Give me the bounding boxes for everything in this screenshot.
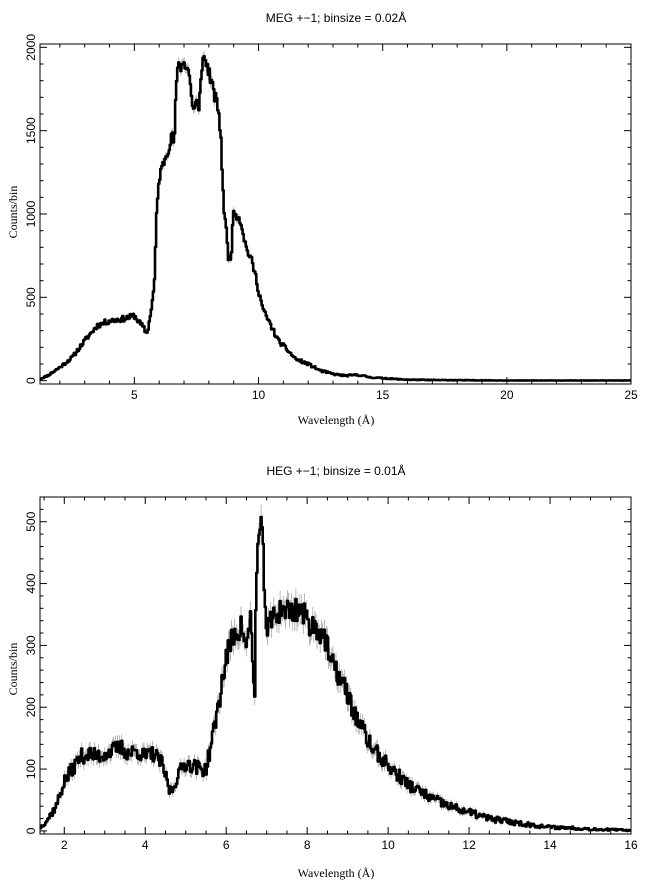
heg-y-tick-label: 200 [24, 697, 38, 717]
heg-x-tick-label: 4 [142, 838, 149, 852]
meg-x-tick-label: 25 [624, 388, 638, 402]
meg-x-axis-label: Wavelength (Å) [298, 413, 375, 427]
heg-x-tick-label: 2 [61, 838, 68, 852]
heg-x-tick-label: 6 [223, 838, 230, 852]
meg-x-tick-label: 10 [252, 388, 266, 402]
heg-x-axis-label: Wavelength (Å) [298, 866, 375, 880]
meg-panel: MEG +−1; binsize = 0.02Å 5 10 15 20 25 0 500 10… [6, 10, 638, 427]
heg-x-tick-label: 12 [462, 838, 476, 852]
meg-x-tick-label: 5 [131, 388, 138, 402]
meg-error-bars [40, 51, 631, 381]
heg-y-tick-label: 400 [24, 573, 38, 593]
meg-y-tick-label: 1500 [24, 117, 38, 144]
meg-y-tick-label: 0 [24, 377, 38, 384]
meg-plot-frame [39, 43, 632, 385]
heg-panel: HEG +−1; binsize = 0.01Å 2 4 6 8 10 12 14 16 0 10… [6, 463, 638, 880]
meg-spectrum-line [39, 55, 632, 382]
heg-chart-title: HEG +−1; binsize = 0.01Å [266, 463, 405, 478]
heg-plot-frame [39, 496, 632, 835]
heg-x-tick-label: 10 [381, 838, 395, 852]
meg-chart-title: MEG +−1; binsize = 0.02Å [266, 10, 406, 25]
meg-y-tick-label: 1000 [24, 200, 38, 227]
meg-y-axis-label: Counts/bin [6, 186, 20, 239]
heg-x-tick-label: 8 [304, 838, 311, 852]
meg-y-tick-label: 2000 [24, 34, 38, 61]
heg-spectrum-line [39, 515, 632, 833]
heg-y-axis-label: Counts/bin [6, 643, 20, 696]
heg-y-tick-label: 100 [24, 759, 38, 779]
meg-x-tick-label: 20 [500, 388, 514, 402]
meg-y-tick-label: 500 [24, 287, 38, 307]
heg-y-tick-label: 500 [24, 511, 38, 531]
heg-y-tick-label: 0 [24, 827, 38, 834]
heg-plot-area: 2 4 6 8 10 12 14 16 0 100 200 300 400 500 [24, 496, 638, 852]
heg-y-tick-label: 300 [24, 635, 38, 655]
meg-plot-area: 5 10 15 20 25 0 500 1000 1500 2000 [24, 34, 638, 402]
heg-x-tick-label: 14 [543, 838, 557, 852]
meg-x-tick-label: 15 [376, 388, 390, 402]
heg-x-tick-label: 16 [624, 838, 638, 852]
